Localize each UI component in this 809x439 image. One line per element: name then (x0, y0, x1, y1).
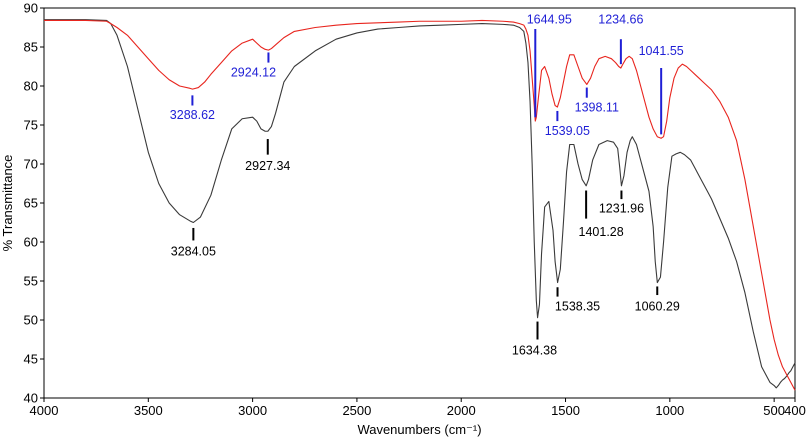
peak-label: 1538.35 (555, 300, 600, 314)
series-line-red (44, 19, 796, 391)
y-tick-label: 60 (24, 235, 38, 250)
y-tick-label: 70 (24, 157, 38, 172)
y-tick-label: 65 (24, 196, 38, 211)
peak-label: 1644.95 (527, 13, 572, 27)
series-line-black (44, 19, 796, 389)
y-tick-label: 85 (24, 40, 38, 55)
annotation-layer: 3288.62 2924.12 1644.95 1539.05 1398.11 1234.… (170, 13, 684, 358)
peak-label: 1539.05 (545, 124, 590, 138)
peak-label: 1231.96 (599, 201, 644, 215)
peak-label: 1060.29 (635, 300, 680, 314)
y-tick-label: 75 (24, 118, 38, 133)
x-axis-ticks: 4000 3500 3000 2500 2000 1500 1000 500 400 (30, 398, 806, 418)
x-tick-label: 3500 (134, 403, 163, 418)
x-tick-label: 500 (763, 403, 785, 418)
x-tick-label: 3000 (238, 403, 267, 418)
y-tick-label: 90 (24, 1, 38, 16)
x-tick-label: 1000 (655, 403, 684, 418)
y-tick-label: 45 (24, 352, 38, 367)
y-tick-label: 50 (24, 313, 38, 328)
peak-label: 1634.38 (512, 343, 557, 357)
peak-label: 3288.62 (170, 108, 215, 122)
y-tick-label: 80 (24, 79, 38, 94)
x-tick-label: 2000 (447, 403, 476, 418)
y-axis-title: % Transmittance (0, 155, 15, 252)
y-axis-ticks: 40 45 50 55 60 65 70 75 80 85 90 (24, 1, 44, 406)
peak-label: 3284.05 (171, 244, 216, 258)
x-tick-label: 2500 (342, 403, 371, 418)
x-tick-label: 1500 (551, 403, 580, 418)
series-layer (44, 19, 796, 391)
peak-label: 1398.11 (575, 101, 619, 115)
x-axis-title: Wavenumbers (cm⁻¹) (357, 422, 481, 437)
x-tick-label: 400 (784, 403, 806, 418)
peak-label: 1041.55 (639, 44, 684, 58)
peak-label: 2927.34 (245, 159, 290, 173)
y-tick-label: 40 (24, 391, 38, 406)
peak-label: 2924.12 (231, 66, 276, 80)
peak-label: 1401.28 (579, 225, 624, 239)
y-tick-label: 55 (24, 274, 38, 289)
x-tick-label: 4000 (30, 403, 59, 418)
peak-label: 1234.66 (598, 13, 643, 27)
